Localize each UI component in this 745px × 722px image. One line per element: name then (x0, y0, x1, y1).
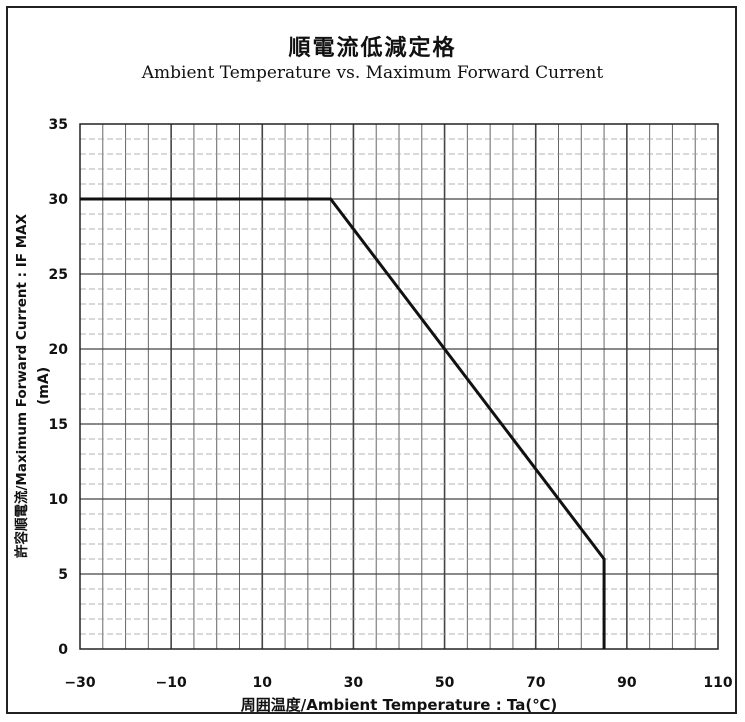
x-tick-labels: −30 −10 10 30 50 70 90 110 (64, 675, 732, 691)
y-axis-unit: (mA) (36, 367, 52, 405)
y-tick-label: 10 (49, 492, 69, 508)
grid (80, 124, 718, 649)
x-tick-label: 30 (344, 675, 364, 691)
x-tick-label: 90 (617, 675, 637, 691)
x-tick-label: −30 (64, 675, 95, 691)
y-tick-label: 15 (49, 417, 68, 433)
x-axis-label: 周囲温度/Ambient Temperature : Ta(℃) (241, 696, 557, 714)
y-axis-label: 許容順電流/Maximum Forward Current : IF MAX (13, 213, 30, 558)
chart-frame (6, 6, 737, 714)
y-tick-label: 5 (58, 567, 68, 583)
series-line (80, 197, 606, 649)
x-tick-label: 110 (703, 675, 732, 691)
y-tick-label: 35 (49, 117, 68, 133)
plot-border (79, 123, 719, 650)
y-tick-labels: 0 5 10 15 20 25 30 35 (49, 117, 69, 658)
x-tick-label: −10 (156, 675, 187, 691)
x-tick-label: 50 (435, 675, 455, 691)
y-tick-label: 0 (58, 642, 68, 658)
y-tick-label: 30 (49, 192, 69, 208)
x-tick-label: 70 (526, 675, 546, 691)
y-tick-label: 25 (49, 267, 68, 283)
x-tick-label: 10 (253, 675, 273, 691)
y-tick-label: 20 (49, 342, 69, 358)
chart-subtitle: Ambient Temperature vs. Maximum Forward … (141, 63, 604, 83)
chart-title: 順電流低減定格 (288, 36, 457, 61)
